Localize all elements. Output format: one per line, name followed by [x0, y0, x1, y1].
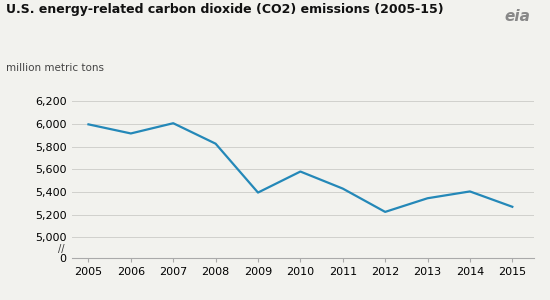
Text: //: // [58, 244, 64, 254]
Text: U.S. energy-related carbon dioxide (CO2) emissions (2005-15): U.S. energy-related carbon dioxide (CO2)… [6, 3, 443, 16]
Text: million metric tons: million metric tons [6, 63, 103, 73]
Text: eia: eia [505, 9, 531, 24]
